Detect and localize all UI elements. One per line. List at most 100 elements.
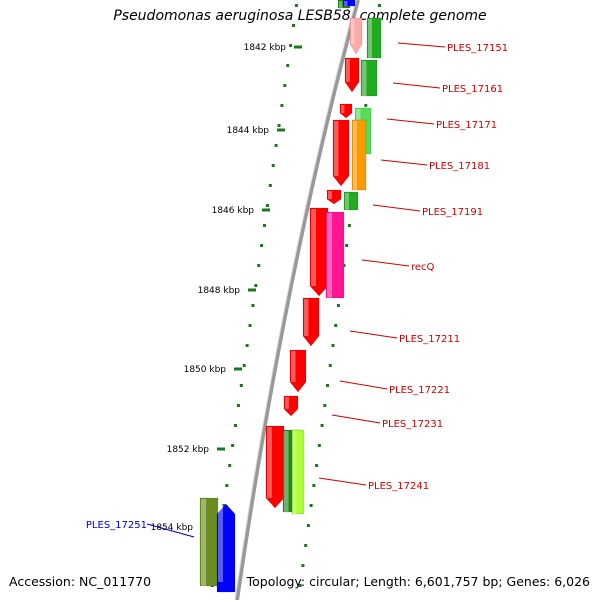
gene-17151-rev-shade bbox=[368, 19, 372, 58]
gene-17161-rev bbox=[360, 59, 378, 97]
gene-17151-rev bbox=[366, 17, 382, 59]
inner-tick-dot bbox=[271, 164, 275, 167]
leader-line bbox=[380, 159, 428, 166]
inner-tick-dot bbox=[292, 24, 296, 27]
gene-17231-shade bbox=[285, 397, 289, 409]
gene-features bbox=[199, 0, 382, 593]
gene-label: PLES_17151 bbox=[447, 43, 508, 54]
inner-tick-dot bbox=[260, 244, 264, 247]
inner-tick-dot bbox=[228, 464, 232, 467]
inner-tick-dot bbox=[280, 104, 284, 107]
gene-17241-fwd-shade bbox=[267, 427, 273, 498]
gene-label: recQ bbox=[411, 262, 435, 273]
gene-17171-a bbox=[339, 103, 353, 119]
gene-17161-fwd-shade bbox=[346, 59, 350, 82]
outer-tick-dot bbox=[312, 484, 316, 487]
leader-line bbox=[331, 414, 381, 424]
gene-17171-fwd-shade bbox=[334, 121, 339, 176]
scale-label: 1842 kbp bbox=[244, 43, 287, 53]
gene-top-b bbox=[342, 0, 356, 7]
gene-label: PLES_17161 bbox=[442, 84, 503, 95]
leader-line bbox=[349, 330, 398, 339]
major-tick bbox=[234, 367, 242, 371]
inner-tick-dot bbox=[236, 404, 240, 407]
inner-tick-dot bbox=[274, 144, 278, 147]
gene-17151-fwd-shade bbox=[351, 19, 355, 44]
gene-top-b-shade bbox=[344, 1, 348, 6]
gene-17241-fwd bbox=[265, 425, 285, 509]
gene-labels: PLES_17151 PLES_17161 PLES_17171 PLES_17181… bbox=[86, 42, 508, 538]
scale-label: 1852 kbp bbox=[167, 445, 210, 455]
gene-17161-rev-shade bbox=[362, 61, 367, 96]
gene-17241-rev-shade bbox=[284, 431, 289, 512]
inner-tick-dot bbox=[231, 444, 235, 447]
topology-text: Topology: circular; Length: 6,601,757 bp… bbox=[246, 574, 590, 589]
inner-tick-dot bbox=[263, 224, 267, 227]
outer-tick-dot bbox=[320, 424, 324, 427]
leader-line bbox=[372, 204, 421, 212]
outer-tick-dot bbox=[315, 464, 319, 467]
outer-tick-dot bbox=[377, 4, 381, 7]
gene-17251-olive-shade bbox=[201, 499, 207, 586]
gene-17251 bbox=[216, 503, 236, 593]
outer-tick-dot bbox=[347, 224, 351, 227]
backbone-line bbox=[235, 0, 360, 600]
major-tick bbox=[262, 208, 270, 212]
gene-17191-fwd-shade bbox=[328, 191, 332, 200]
outer-tick-dot bbox=[364, 104, 368, 107]
gene-17211-rev-shade bbox=[327, 213, 333, 298]
inner-tick-dot bbox=[289, 44, 293, 47]
gene-17171-a-shade bbox=[341, 105, 345, 114]
inner-tick-dot bbox=[268, 184, 272, 187]
gene-17181-shade bbox=[353, 121, 357, 190]
gene-17151-fwd bbox=[349, 17, 363, 55]
outer-tick-dot bbox=[331, 344, 335, 347]
inner-tick-dot bbox=[242, 364, 246, 367]
outer-tick-dot bbox=[301, 564, 305, 567]
gene-17161-fwd bbox=[344, 57, 360, 93]
gene-17191-rev bbox=[343, 191, 359, 211]
gene-17241-rev2-shade bbox=[293, 431, 297, 514]
gene-17211 bbox=[302, 297, 320, 347]
scale-label: 1844 kbp bbox=[227, 126, 270, 136]
scale-labels: 1842 kbp 1844 kbp 1846 kbp 1848 kbp 1850 kbp… bbox=[151, 43, 287, 533]
outer-tick-dot bbox=[328, 364, 332, 367]
scale-label: 1854 kbp bbox=[151, 523, 194, 533]
inner-tick-dot bbox=[277, 124, 281, 127]
inner-tick-dot bbox=[286, 64, 290, 67]
leader-line bbox=[318, 477, 367, 486]
outer-tick-dot bbox=[336, 304, 340, 307]
gene-label: PLES_17251 bbox=[86, 520, 147, 531]
gene-top-a-shade bbox=[339, 1, 343, 8]
map-title: Pseudomonas aeruginosa LESB58, complete … bbox=[113, 8, 487, 24]
gene-label: PLES_17211 bbox=[399, 334, 460, 345]
inner-tick-dot bbox=[265, 204, 269, 207]
outer-tick-dot bbox=[323, 404, 327, 407]
scale-label: 1850 kbp bbox=[184, 365, 227, 375]
genome-backbone bbox=[234, 0, 360, 600]
major-tick bbox=[217, 447, 225, 451]
inner-tick-dot bbox=[222, 504, 226, 507]
gene-label: PLES_17171 bbox=[436, 120, 497, 131]
major-tick bbox=[277, 128, 285, 132]
outer-tick-dot bbox=[345, 244, 349, 247]
gene-17231 bbox=[283, 395, 299, 417]
backbone-highlight bbox=[234, 0, 357, 600]
gene-label: PLES_17241 bbox=[368, 481, 429, 492]
scale-label: 1846 kbp bbox=[212, 206, 255, 216]
gene-17211-shade bbox=[304, 299, 309, 336]
inner-tick-dot bbox=[234, 424, 238, 427]
leader-line bbox=[339, 380, 388, 390]
outer-tick-dot bbox=[298, 584, 302, 587]
gene-label: PLES_17181 bbox=[429, 161, 490, 172]
leader-line bbox=[397, 42, 446, 48]
gene-17221 bbox=[289, 349, 307, 393]
inner-tick-dot bbox=[225, 484, 229, 487]
inner-tick-dot bbox=[283, 84, 287, 87]
major-tick bbox=[294, 45, 302, 49]
inner-tick-dot bbox=[239, 384, 243, 387]
outer-tick-dot bbox=[309, 504, 313, 507]
outer-tick-dot bbox=[306, 524, 310, 527]
outer-tick-dot bbox=[317, 444, 321, 447]
